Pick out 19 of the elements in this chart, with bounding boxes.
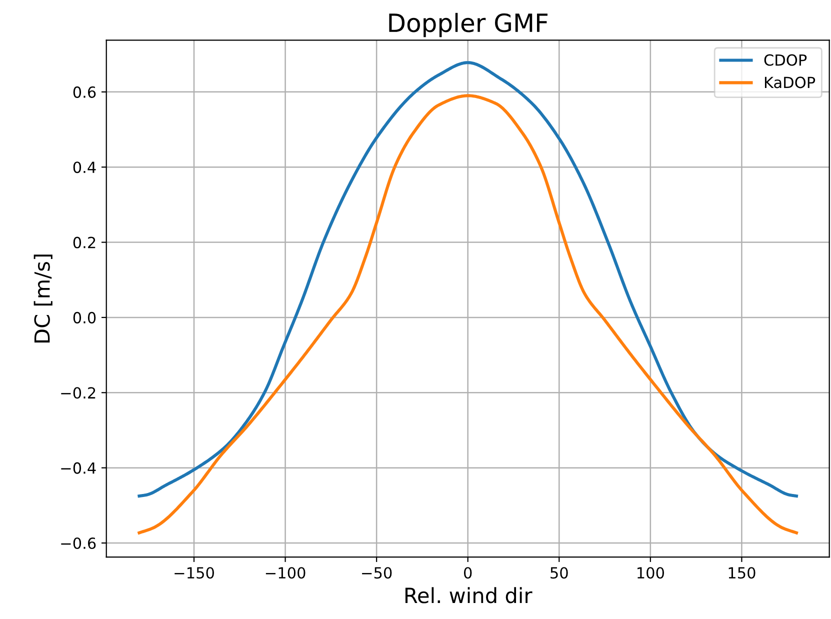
legend-label: KaDOP <box>764 76 816 88</box>
x-tick-label: −100 <box>266 567 306 579</box>
x-tick-label: −50 <box>362 567 392 579</box>
legend-label: CDOP <box>764 54 807 66</box>
chart-title: Doppler GMF <box>389 12 548 38</box>
y-tick-label: −0.6 <box>61 537 96 550</box>
y-tick-label: 0.2 <box>73 236 96 248</box>
x-tick-label: −150 <box>174 567 214 579</box>
x-tick-label: 50 <box>550 567 568 579</box>
x-tick-label: 100 <box>638 567 664 579</box>
x-axis-title: Rel. wind dir <box>405 587 532 604</box>
y-tick-label: 0.6 <box>73 86 96 98</box>
y-tick-label: 0.0 <box>73 312 96 324</box>
x-tick-label: 0 <box>464 567 472 579</box>
x-tick-label: 150 <box>728 567 756 579</box>
y-tick-label: 0.4 <box>73 162 96 174</box>
y-tick-label: −0.4 <box>61 462 96 474</box>
y-tick-label: −0.2 <box>61 387 96 399</box>
y-axis-title: DC [m/s] <box>34 254 52 342</box>
